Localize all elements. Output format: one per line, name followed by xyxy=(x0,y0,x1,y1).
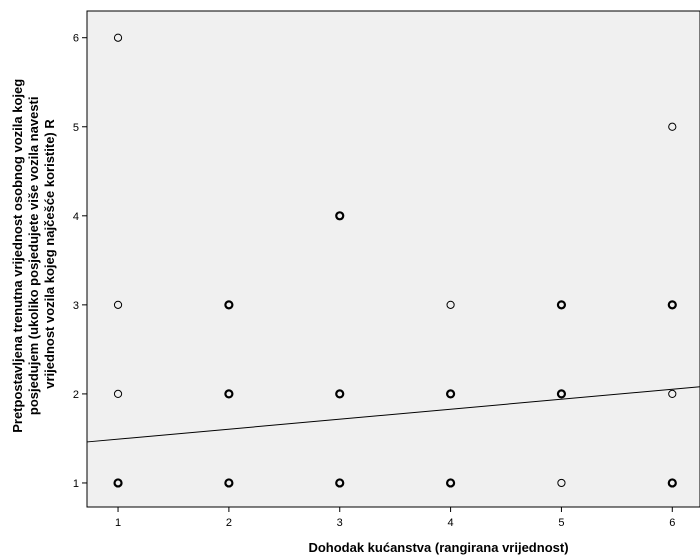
data-point xyxy=(445,389,456,399)
data-point xyxy=(667,478,677,488)
y-tick-label-5: 5 xyxy=(73,122,79,134)
x-tick-label-2: 2 xyxy=(226,517,232,529)
fit-line xyxy=(86,386,700,443)
data-point xyxy=(556,300,567,310)
data-point xyxy=(113,389,123,399)
y-tick-label-1: 1 xyxy=(73,478,79,490)
data-point xyxy=(335,389,345,399)
y-axis-title-line-1: Pretpostavljena trenutna vrijednost osob… xyxy=(10,79,25,433)
y-tick-label-2: 2 xyxy=(73,389,79,401)
y-tick-label-3: 3 xyxy=(73,300,79,312)
data-point xyxy=(668,122,677,131)
x-tick-label-5: 5 xyxy=(558,517,564,529)
y-axis-title: Pretpostavljena trenutna vrijednost osob… xyxy=(10,75,57,433)
data-point xyxy=(445,478,456,488)
x-tick-label-3: 3 xyxy=(337,517,343,529)
data-point xyxy=(335,211,345,221)
data-point xyxy=(446,300,455,309)
y-axis-title-line-3: vrijednost vozila kojeg najčešće koristi… xyxy=(42,119,57,389)
data-point xyxy=(335,478,345,488)
x-axis-title: Dohodak kućanstva (rangirana vrijednost) xyxy=(308,540,568,555)
data-point xyxy=(667,300,677,310)
y-tick-label-6: 6 xyxy=(73,33,79,45)
x-tick-label-4: 4 xyxy=(448,517,454,529)
data-point xyxy=(113,300,123,309)
data-point xyxy=(557,478,566,488)
data-point xyxy=(668,389,677,399)
data-point xyxy=(556,389,567,399)
data-point xyxy=(224,478,234,488)
data-point xyxy=(224,389,234,399)
x-tick-label-6: 6 xyxy=(669,517,675,529)
y-tick-label-4: 4 xyxy=(73,211,79,223)
data-point xyxy=(113,33,123,42)
fit-line-group xyxy=(86,386,700,443)
x-tick-label-1: 1 xyxy=(115,517,121,529)
data-point xyxy=(113,478,123,488)
axis-ticks: 1 2 3 4 5 6 1 2 3 4 5 6 xyxy=(73,33,675,529)
plot-area xyxy=(86,10,700,508)
data-points xyxy=(113,33,677,488)
y-axis-title-line-2: posjedujem (ukoliko posjedujete više voz… xyxy=(26,97,41,416)
data-point xyxy=(224,300,234,310)
